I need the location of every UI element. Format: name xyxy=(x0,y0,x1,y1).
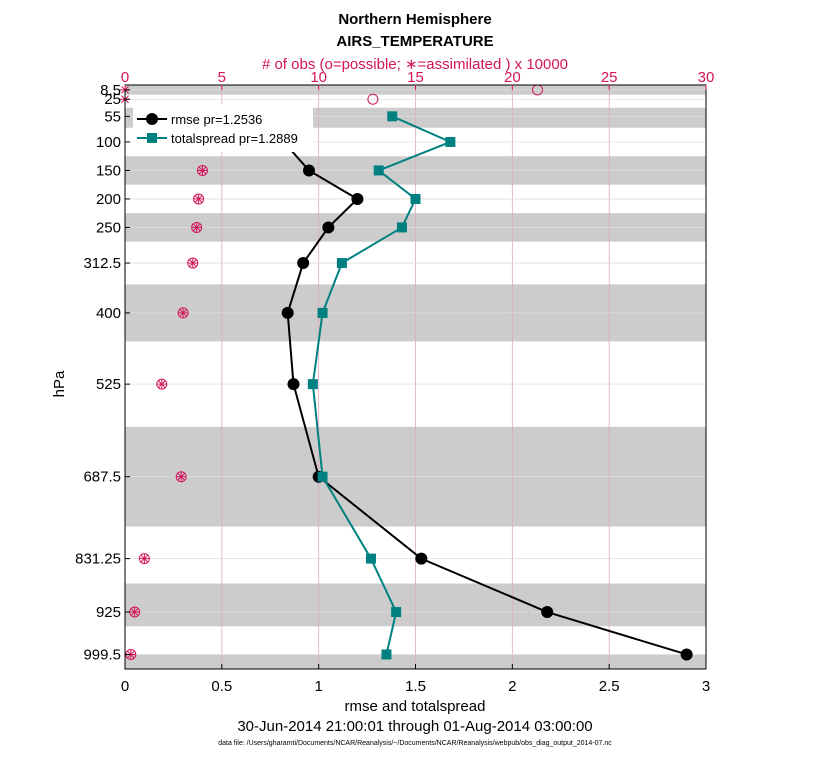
rmse-point xyxy=(541,606,554,619)
x-tick-label: 2 xyxy=(508,678,516,695)
y-tick-label: 999.5 xyxy=(83,646,121,663)
y-tick-label: 400 xyxy=(96,305,121,322)
asterisk-stroke xyxy=(188,259,197,267)
legend-spread-label: totalspread pr=1.2889 xyxy=(171,131,298,146)
totalspread-point xyxy=(317,307,328,318)
data-file-path: data file: /Users/gharamti/Documents/NCA… xyxy=(218,740,612,747)
asterisk-stroke xyxy=(126,650,135,659)
top-tick-label: 20 xyxy=(504,69,521,86)
obs-assimilated-marker xyxy=(125,649,136,660)
x-axis-label: rmse and totalspread xyxy=(345,698,486,715)
y-tick-label: 250 xyxy=(96,219,121,236)
obs-assimilated-marker xyxy=(129,607,140,618)
rmse-point xyxy=(680,648,693,661)
top-tick-label: 25 xyxy=(601,69,618,86)
y-tick-label: 200 xyxy=(96,191,121,208)
obs-assimilated-marker xyxy=(197,165,208,176)
chart-title: Northern Hemisphere xyxy=(338,11,491,28)
top-tick-label: 10 xyxy=(310,69,327,86)
obs-assimilated-marker xyxy=(178,307,189,318)
rmse-point xyxy=(322,221,335,234)
rmse-point xyxy=(302,164,315,177)
x-tick-label: 3 xyxy=(702,678,710,695)
x-tick-label: 0.5 xyxy=(211,678,232,695)
totalspread-point xyxy=(391,607,402,618)
x-tick-label: 1.5 xyxy=(405,678,426,695)
obs-possible-marker xyxy=(367,93,379,105)
chart-subtitle: AIRS_TEMPERATURE xyxy=(336,33,493,50)
asterisk-stroke xyxy=(177,472,186,481)
asterisk-stroke xyxy=(140,554,149,563)
y-tick-label: 831.25 xyxy=(75,551,121,568)
obs-assimilated-marker xyxy=(176,471,187,482)
y-tick-label: 25 xyxy=(104,91,121,108)
y-tick-label: 55 xyxy=(104,108,121,125)
top-tick-label: 5 xyxy=(218,69,226,86)
y-tick-label: 150 xyxy=(96,162,121,179)
rmse-point xyxy=(287,378,300,391)
obs-assimilated-marker xyxy=(193,193,204,204)
totalspread-point xyxy=(365,553,376,564)
top-tick-label: 0 xyxy=(121,69,129,86)
totalspread-line xyxy=(311,115,453,655)
y-tick-label: 687.5 xyxy=(83,469,121,486)
asterisk-stroke xyxy=(157,380,166,389)
totalspread-point xyxy=(445,136,456,147)
y-tick-label: 100 xyxy=(96,134,121,151)
legend: rmse pr=1.2536 totalspread pr=1.2889 xyxy=(133,104,313,152)
y-tick-label: 8.5 xyxy=(100,82,121,99)
y-axis-label: hPa xyxy=(51,370,68,397)
asterisk-stroke xyxy=(179,309,187,317)
series-lines xyxy=(264,110,693,661)
rmse-point xyxy=(351,192,364,205)
obs-assimilated-marker xyxy=(191,222,202,233)
rmse-point xyxy=(297,257,310,270)
legend-rmse-marker xyxy=(146,113,158,125)
legend-spread-marker xyxy=(147,133,157,143)
x-tick-label: 1 xyxy=(314,678,322,695)
top-tick-label: 30 xyxy=(698,69,715,86)
totalspread-point xyxy=(307,379,318,390)
y-tick-label: 525 xyxy=(96,376,121,393)
axis-ticks: 0 0.5 1 1.5 2 2.5 30 5 10 15 20 25 308.5255510015020… xyxy=(75,69,714,695)
totalspread-point xyxy=(381,649,392,660)
x-tick-label: 0 xyxy=(121,678,129,695)
rmse-line xyxy=(269,115,687,656)
totalspread-point xyxy=(373,165,384,176)
totalspread-point xyxy=(410,193,421,204)
asterisk-stroke xyxy=(198,166,207,175)
asterisk-stroke xyxy=(194,195,203,203)
date-range: 30-Jun-2014 21:00:01 through 01-Aug-2014… xyxy=(237,718,592,735)
legend-box xyxy=(133,104,313,152)
top-axis-label: # of obs (o=possible; ∗=assimilated ) x … xyxy=(262,56,568,73)
totalspread-point xyxy=(387,111,398,122)
totalspread-point xyxy=(396,222,407,233)
asterisk-stroke xyxy=(192,223,201,232)
legend-rmse-label: rmse pr=1.2536 xyxy=(171,112,262,127)
rmse-point xyxy=(415,552,428,565)
obs-assimilated-marker xyxy=(139,553,150,564)
obs-assimilated-marker xyxy=(156,379,167,390)
asterisk-stroke xyxy=(130,608,139,616)
totalspread-point xyxy=(317,471,328,482)
x-tick-label: 2.5 xyxy=(599,678,620,695)
y-tick-label: 312.5 xyxy=(83,255,121,272)
totalspread-point xyxy=(336,258,347,269)
rmse-point xyxy=(281,306,294,319)
obs-assimilated-marker xyxy=(187,258,198,269)
y-tick-label: 925 xyxy=(96,604,121,621)
top-tick-label: 15 xyxy=(407,69,424,86)
